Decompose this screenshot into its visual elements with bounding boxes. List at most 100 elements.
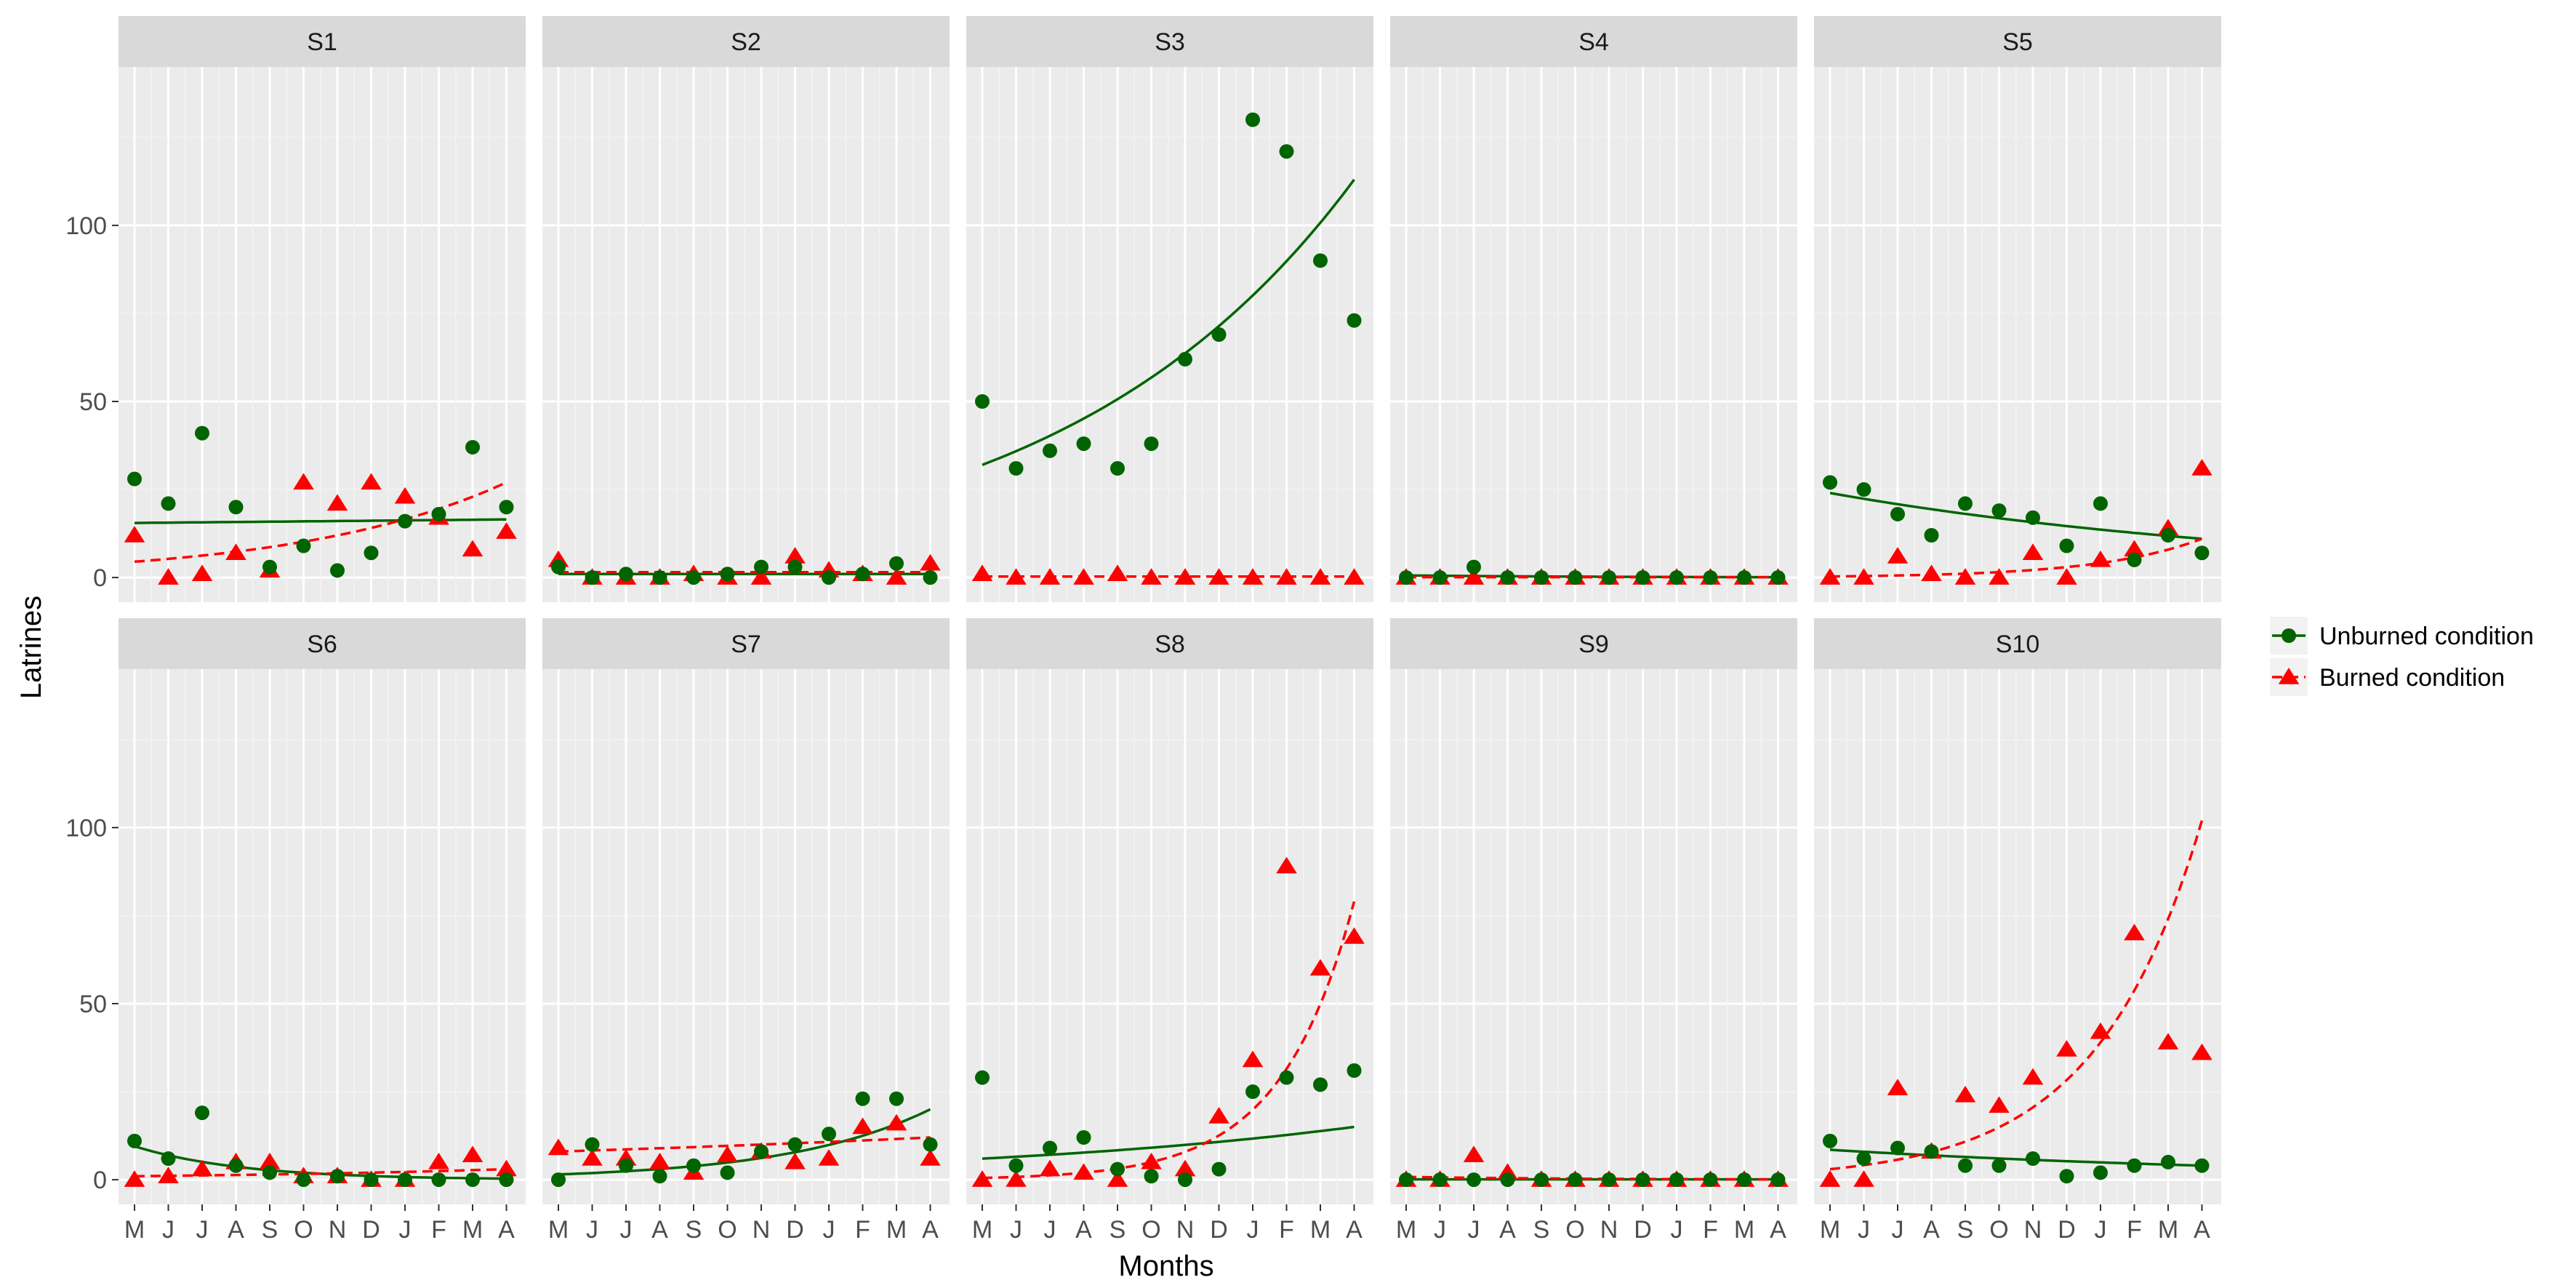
x-tick-label: M xyxy=(1396,1216,1416,1244)
unburned-point xyxy=(975,1070,990,1085)
unburned-point xyxy=(686,570,701,585)
burned-point xyxy=(1921,564,1942,582)
unburned-point xyxy=(889,1091,904,1106)
legend-label: Unburned condition xyxy=(2319,623,2534,650)
unburned-point xyxy=(2127,552,2142,567)
burned-point xyxy=(1006,1170,1027,1187)
y-tick-label: 100 xyxy=(65,212,107,240)
plot-background xyxy=(1814,669,2221,1204)
burned-point xyxy=(852,1117,873,1135)
panel-s7: S7M J J A S O N D J F M A xyxy=(542,618,950,1244)
x-tick-label: M xyxy=(886,1216,907,1244)
unburned-point xyxy=(1770,570,1786,585)
burned-point xyxy=(191,564,213,582)
burned-point xyxy=(259,1152,281,1169)
plot-background xyxy=(966,669,1373,1204)
unburned-point xyxy=(330,1169,345,1184)
facet-label: S1 xyxy=(307,28,337,56)
unburned-point xyxy=(1144,1169,1159,1184)
unburned-point xyxy=(787,1137,803,1152)
unburned-point xyxy=(1856,1151,1871,1167)
unburned-point xyxy=(1466,559,1481,575)
unburned-point xyxy=(652,1169,667,1184)
x-tick-label: F xyxy=(1279,1216,1294,1244)
x-tick-label: F xyxy=(431,1216,446,1244)
x-tick-label: J xyxy=(1671,1216,1683,1244)
unburned-point xyxy=(2059,538,2074,553)
facet-label: S9 xyxy=(1578,631,1609,658)
unburned-point xyxy=(1890,506,1905,521)
unburned-point xyxy=(1602,570,1616,585)
burned-point xyxy=(2157,1033,2179,1050)
x-tick-label: A xyxy=(651,1216,668,1244)
unburned-point xyxy=(2093,1165,2108,1180)
burned-point xyxy=(1887,547,1909,564)
panel-s9: S9M J J A S O N D J F M A xyxy=(1390,618,1797,1244)
unburned-fit-line xyxy=(982,178,1355,466)
unburned-point xyxy=(1958,496,1973,511)
unburned-point xyxy=(195,1105,209,1121)
unburned-point xyxy=(1347,313,1362,328)
unburned-point xyxy=(787,559,803,575)
unburned-point xyxy=(161,1151,176,1167)
x-tick-label: J xyxy=(399,1216,412,1244)
x-tick-label: A xyxy=(1075,1216,1092,1244)
unburned-point xyxy=(1890,1140,1905,1156)
unburned-point xyxy=(1534,570,1549,585)
burned-point xyxy=(1463,568,1485,585)
legend-item: Unburned condition xyxy=(2270,617,2534,655)
burned-point xyxy=(158,1167,179,1184)
unburned-point xyxy=(1500,570,1515,585)
x-tick-label: F xyxy=(1703,1216,1718,1244)
facet-strip xyxy=(119,618,526,669)
burned-point xyxy=(1073,1163,1094,1180)
burned-point xyxy=(462,540,483,557)
unburned-point xyxy=(855,1091,870,1106)
x-tick-label: N xyxy=(2024,1216,2042,1244)
unburned-point xyxy=(1602,1172,1616,1188)
x-tick-label: S xyxy=(686,1216,702,1244)
burned-point xyxy=(1819,568,1841,585)
unburned-point xyxy=(364,1172,379,1188)
unburned-point xyxy=(619,1158,633,1173)
burned-point xyxy=(191,1159,213,1177)
x-tick-label: N xyxy=(329,1216,347,1244)
burned-point xyxy=(158,568,179,585)
unburned-point xyxy=(1313,1077,1328,1092)
unburned-point xyxy=(1432,1172,1448,1188)
burned-point xyxy=(785,1152,806,1169)
unburned-point xyxy=(499,500,514,515)
unburned-point xyxy=(975,394,990,409)
unburned-point xyxy=(889,556,904,571)
burned-point xyxy=(361,473,382,490)
unburned-point xyxy=(398,1172,412,1188)
x-tick-label: M xyxy=(1820,1216,1840,1244)
unburned-point xyxy=(262,559,277,575)
unburned-point xyxy=(1856,482,1871,497)
unburned-point xyxy=(1669,570,1684,585)
unburned-point xyxy=(2161,1154,2175,1169)
facet-strip xyxy=(119,16,526,67)
x-tick-label: J xyxy=(1010,1216,1022,1244)
burned-point xyxy=(971,564,993,582)
unburned-point xyxy=(923,1137,938,1152)
unburned-point xyxy=(228,500,244,515)
burned-point xyxy=(1954,1085,1976,1103)
unburned-fit-line xyxy=(1829,492,2202,540)
x-tick-label: N xyxy=(1600,1216,1618,1244)
burned-point xyxy=(717,1145,738,1162)
burned-point xyxy=(1006,568,1027,585)
burned-point xyxy=(326,494,348,511)
burned-point xyxy=(2022,543,2044,560)
x-tick-label: M xyxy=(1734,1216,1754,1244)
burned-fit-line xyxy=(558,1136,931,1153)
unburned-point xyxy=(431,1172,446,1188)
burned-fit-line xyxy=(134,1167,507,1178)
unburned-point xyxy=(1008,1158,1024,1173)
x-tick-label: O xyxy=(1565,1216,1584,1244)
x-tick-label: A xyxy=(1499,1216,1516,1244)
unburned-point xyxy=(228,1158,244,1173)
x-tick-label: S xyxy=(262,1216,278,1244)
burned-point xyxy=(1344,927,1365,944)
unburned-point xyxy=(1924,1144,1939,1159)
